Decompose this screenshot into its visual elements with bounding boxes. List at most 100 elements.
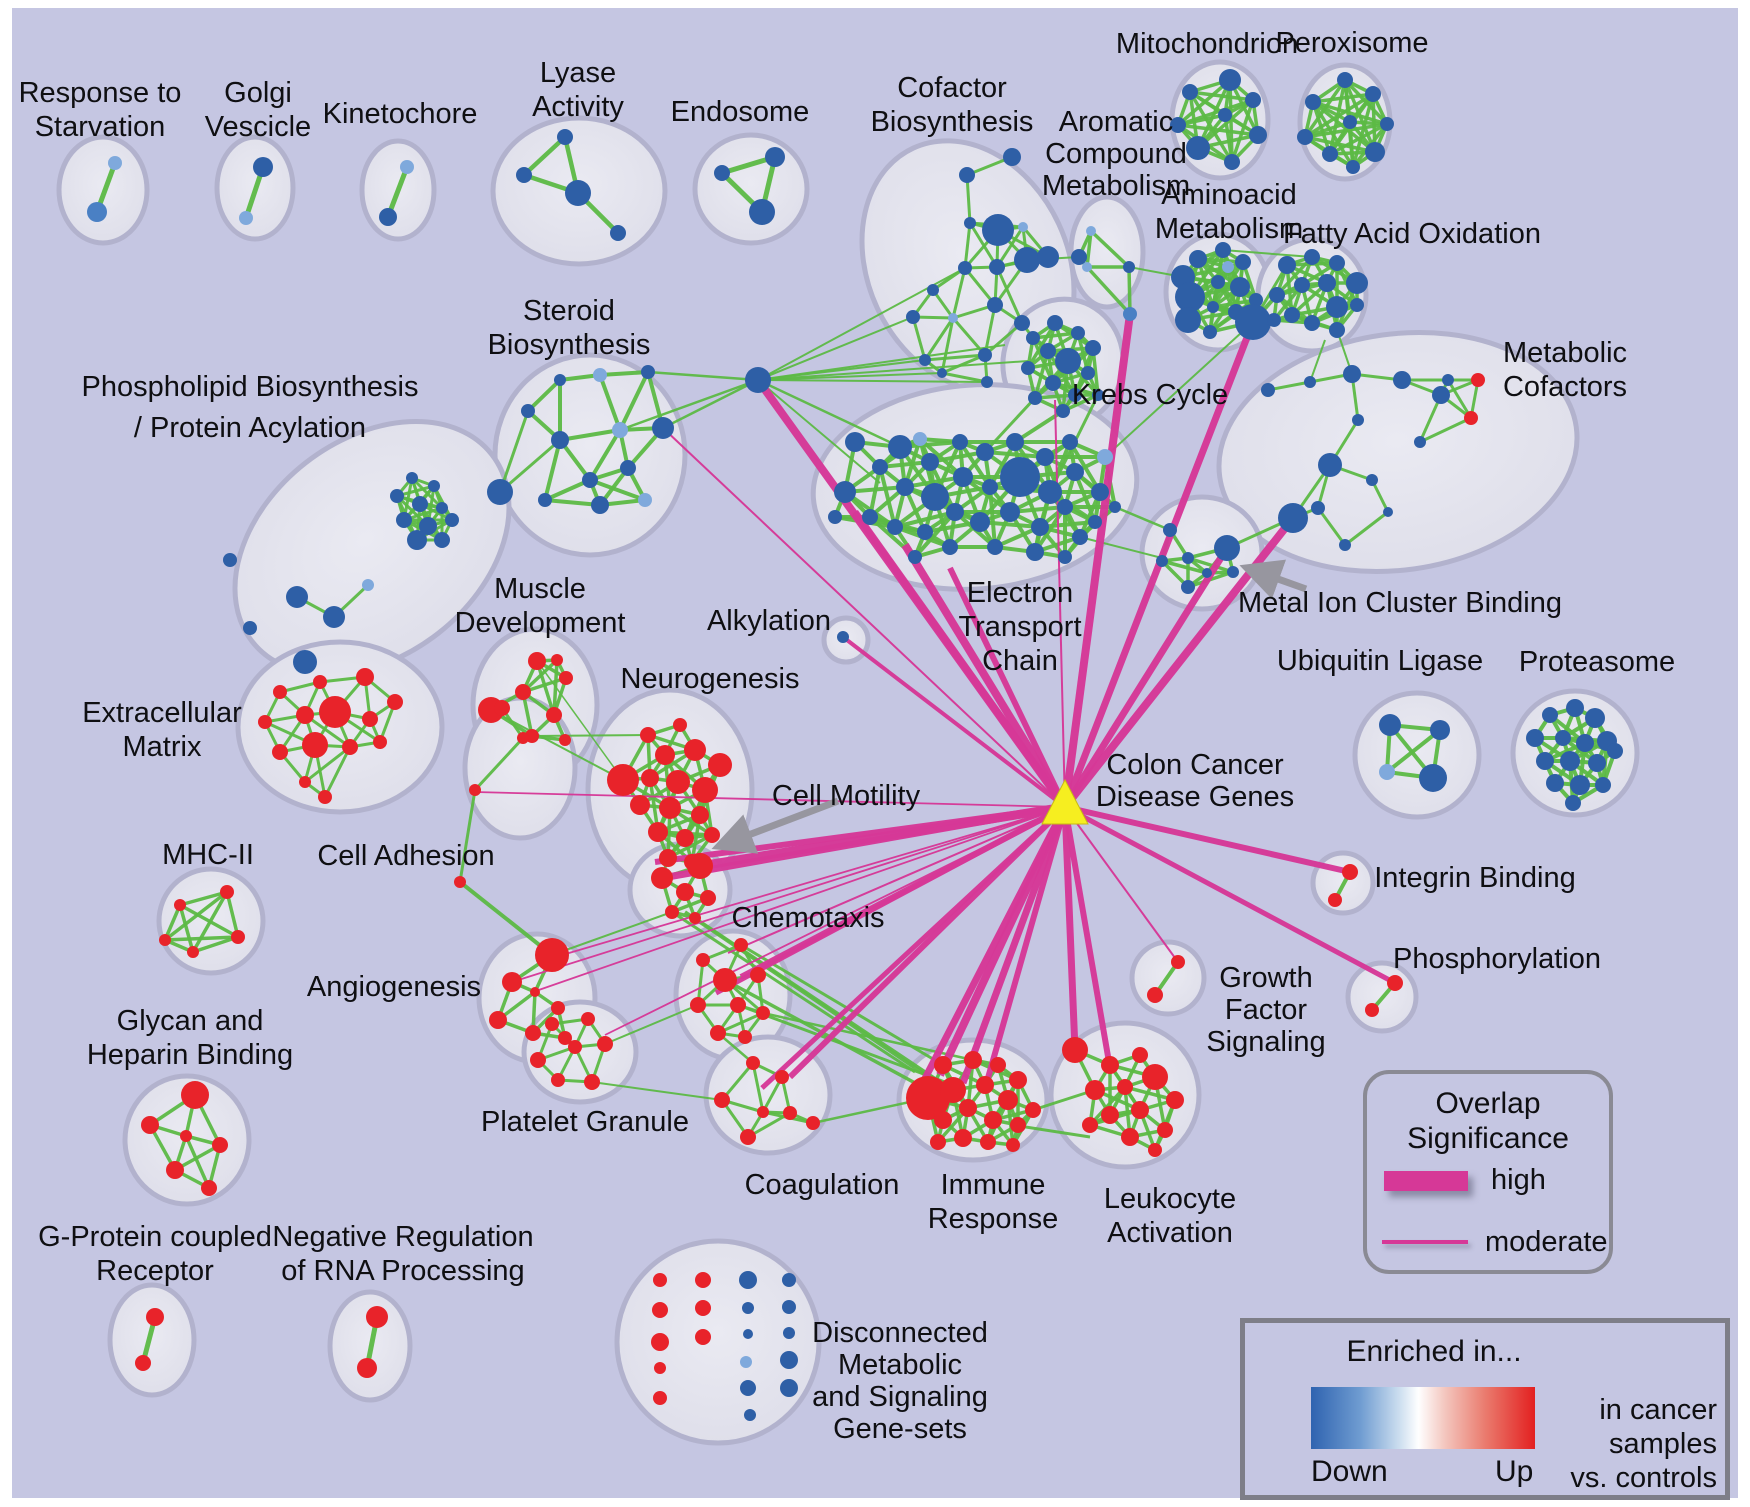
overlap-edge-high [1062, 806, 1113, 1069]
edge-cofactor-biosynthesis [951, 267, 967, 319]
label-immune-response: Immune Response [928, 1169, 1059, 1235]
edge-mhc-ii [225, 891, 240, 938]
node-phospholipid-acylation [428, 480, 440, 492]
node-neurogenesis [708, 753, 732, 777]
node-proteasome [1566, 699, 1584, 717]
node-proteasome [1588, 754, 1606, 772]
node-growth-factor-signaling [1147, 987, 1163, 1003]
node-extracellular-matrix [273, 685, 287, 699]
label-leukocyte-activation: Leukocyte Activation [1104, 1183, 1236, 1249]
node-immune-response [1006, 1138, 1020, 1152]
node-metal-ion-cluster-binding [1181, 580, 1195, 594]
high-significance-swatch [1384, 1171, 1468, 1191]
node-cofactor-biosynthesis [919, 354, 931, 366]
node-coagulation [757, 1106, 769, 1118]
node-fatty-acid-oxidation [1346, 272, 1368, 294]
node-electron-transport-chain [987, 539, 1003, 555]
node-disconnected-gene-sets [654, 1362, 666, 1374]
node-neurogenesis [640, 727, 656, 743]
node-endosome [714, 165, 730, 181]
inter-cluster-edge [1309, 339, 1326, 383]
node-steroid-biosynthesis [551, 431, 569, 449]
label-phosphorylation: Phosphorylation [1393, 943, 1601, 975]
node-proteasome [1565, 795, 1581, 811]
edge-aromatic-compound-metabolism [1127, 266, 1132, 315]
node-mitochondrion [1249, 126, 1267, 144]
edge-mitochondrion [1189, 90, 1254, 102]
node-aminoacid-metabolism [1230, 277, 1250, 297]
node-aminoacid-metabolism [1203, 325, 1217, 339]
node-coagulation [714, 1092, 730, 1108]
label-disconnected-gene-sets: Disconnected Metabolic and Signaling Gene-s… [812, 1317, 988, 1445]
node-immune-response [934, 1056, 952, 1074]
node-steroid-biosynthesis [521, 404, 535, 418]
node-cofactor-biosynthesis [937, 368, 947, 378]
node-electron-transport-chain [1031, 518, 1049, 536]
node-electron-transport-chain [1072, 529, 1088, 545]
node-disconnected-gene-sets [651, 1333, 669, 1351]
node-integrin-binding [1328, 893, 1342, 907]
legend-enriched-in: Enriched in... Down Up in cancer samples… [1240, 1318, 1730, 1500]
node-electron-transport-chain [1062, 434, 1078, 450]
inter-cluster-edge [1012, 1123, 1091, 1139]
node-chemotaxis [690, 997, 706, 1013]
overlap-edge-moderate [532, 806, 1066, 993]
node-proteasome [1536, 752, 1554, 770]
node-immune-response [906, 1076, 950, 1120]
enrichment-note-line2: samples [1609, 1428, 1717, 1460]
edge-peroxisome [1348, 121, 1355, 168]
node-lyase-activity [557, 129, 573, 145]
node-proteasome [1560, 751, 1580, 771]
label-aminoacid-metabolism: Aminoacid Metabolism [1155, 179, 1303, 245]
edge-leukocyte-activation [1088, 1085, 1127, 1127]
edge-mitochondrion [1177, 123, 1259, 137]
node-phosphorylation [1387, 975, 1403, 991]
edge-mhc-ii [178, 904, 195, 953]
edge-cofactor-biosynthesis [941, 371, 988, 384]
node-mitochondrion [1170, 117, 1186, 133]
overlap-edge-high [760, 805, 1067, 1090]
node-metal-ion-cluster-binding [1202, 568, 1212, 578]
node-peroxisome [1365, 142, 1385, 162]
node-mhc-ii [159, 934, 171, 946]
node-kinetochore [400, 160, 414, 174]
node-neurogenesis [691, 806, 709, 824]
node-peroxisome [1343, 115, 1357, 129]
node-response-to-starvation [108, 156, 122, 170]
node-krebs-cycle [1021, 361, 1035, 375]
node-disconnected-gene-sets [744, 1409, 756, 1421]
node-immune-response [964, 1051, 982, 1069]
node-mitochondrion [1182, 84, 1198, 100]
edge-steroid-biosynthesis [544, 478, 591, 502]
overlap-edge-high [1062, 546, 1230, 809]
label-electron-transport-chain: Electron Transport Chain [958, 577, 1081, 677]
legend-enriched-title: Enriched in... [1346, 1335, 1522, 1368]
edge-metabolic-cofactors [1344, 510, 1389, 547]
node-neurogenesis [630, 795, 650, 815]
node-fatty-acid-oxidation [1329, 255, 1345, 271]
node-extracellular-matrix [319, 696, 351, 728]
edge-electron-transport-chain [979, 520, 1041, 529]
node-disconnected-gene-sets [782, 1273, 796, 1287]
node-proteasome [1555, 730, 1571, 746]
node-endosome [749, 199, 775, 225]
node-muscle-development [559, 671, 573, 685]
node-krebs-cycle [1085, 340, 1101, 356]
node-peroxisome [1346, 160, 1360, 174]
legend-overlap-title-line1: Overlap [1435, 1087, 1541, 1120]
enrichment-note: in cancer samples vs. controls [1570, 1393, 1717, 1495]
edge-peroxisome [1329, 122, 1388, 156]
node-platelet-granule [551, 1073, 565, 1087]
node-disconnected-gene-sets [695, 1329, 711, 1345]
node-glycan-heparin-binding [180, 1130, 192, 1142]
node-integrin-binding [1342, 864, 1358, 880]
node-metal-ion-cluster-binding [1227, 566, 1239, 578]
node-lyase-activity [516, 167, 532, 183]
node-metal-ion-cluster-binding [1163, 523, 1177, 537]
node-krebs-cycle [1081, 366, 1095, 380]
callout-arrow [1239, 559, 1308, 600]
node-chemotaxis [750, 967, 766, 983]
node-cofactor-biosynthesis [981, 376, 993, 388]
node-golgi-vescicle [239, 211, 253, 225]
node-leukocyte-activation [1085, 1080, 1105, 1100]
